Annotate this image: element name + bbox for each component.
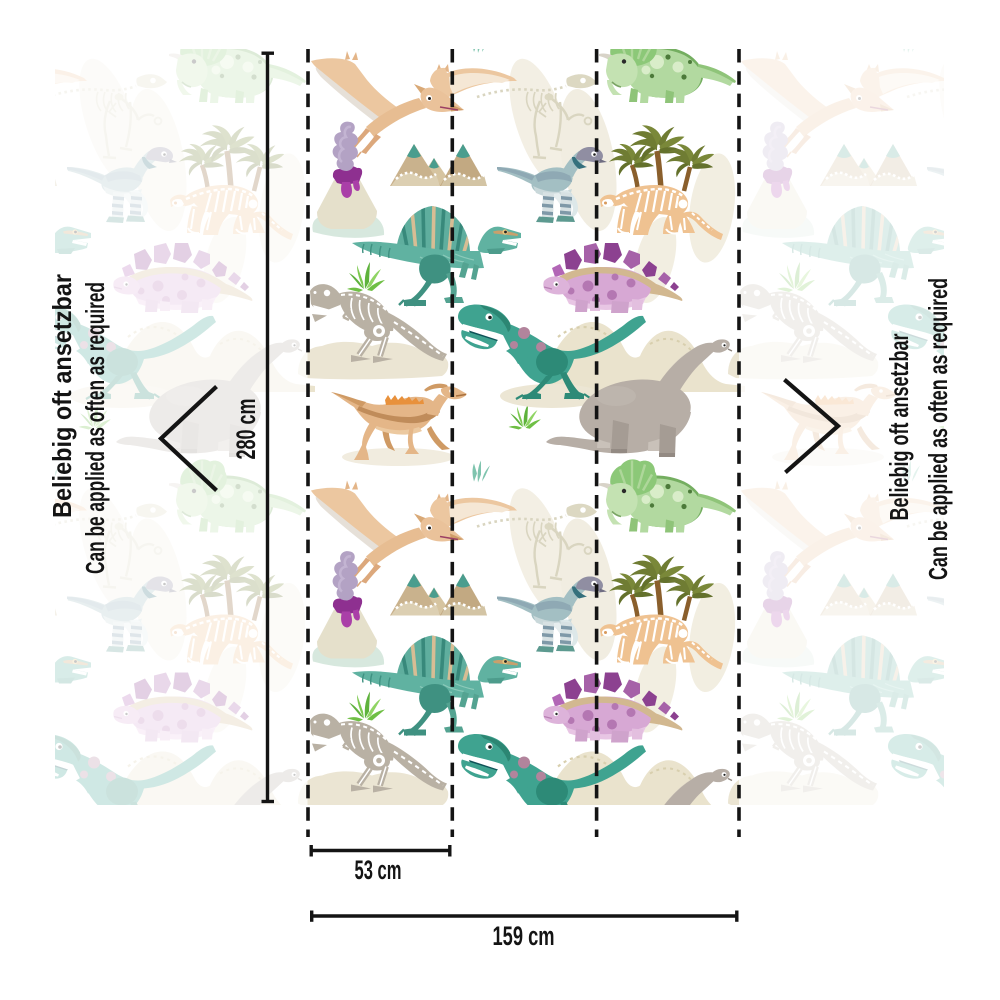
svg-text:159 cm: 159 cm — [493, 921, 555, 951]
svg-text:Can be applied as often as req: Can be applied as often as required — [80, 282, 110, 574]
svg-text:53 cm: 53 cm — [355, 855, 402, 885]
svg-text:Beliebig oft ansetzbar: Beliebig oft ansetzbar — [47, 274, 77, 518]
svg-text:Can be applied as often as req: Can be applied as often as required — [923, 278, 953, 580]
svg-text:Beliebig oft ansetzbar: Beliebig oft ansetzbar — [884, 334, 914, 521]
svg-text:280 cm: 280 cm — [231, 399, 261, 460]
